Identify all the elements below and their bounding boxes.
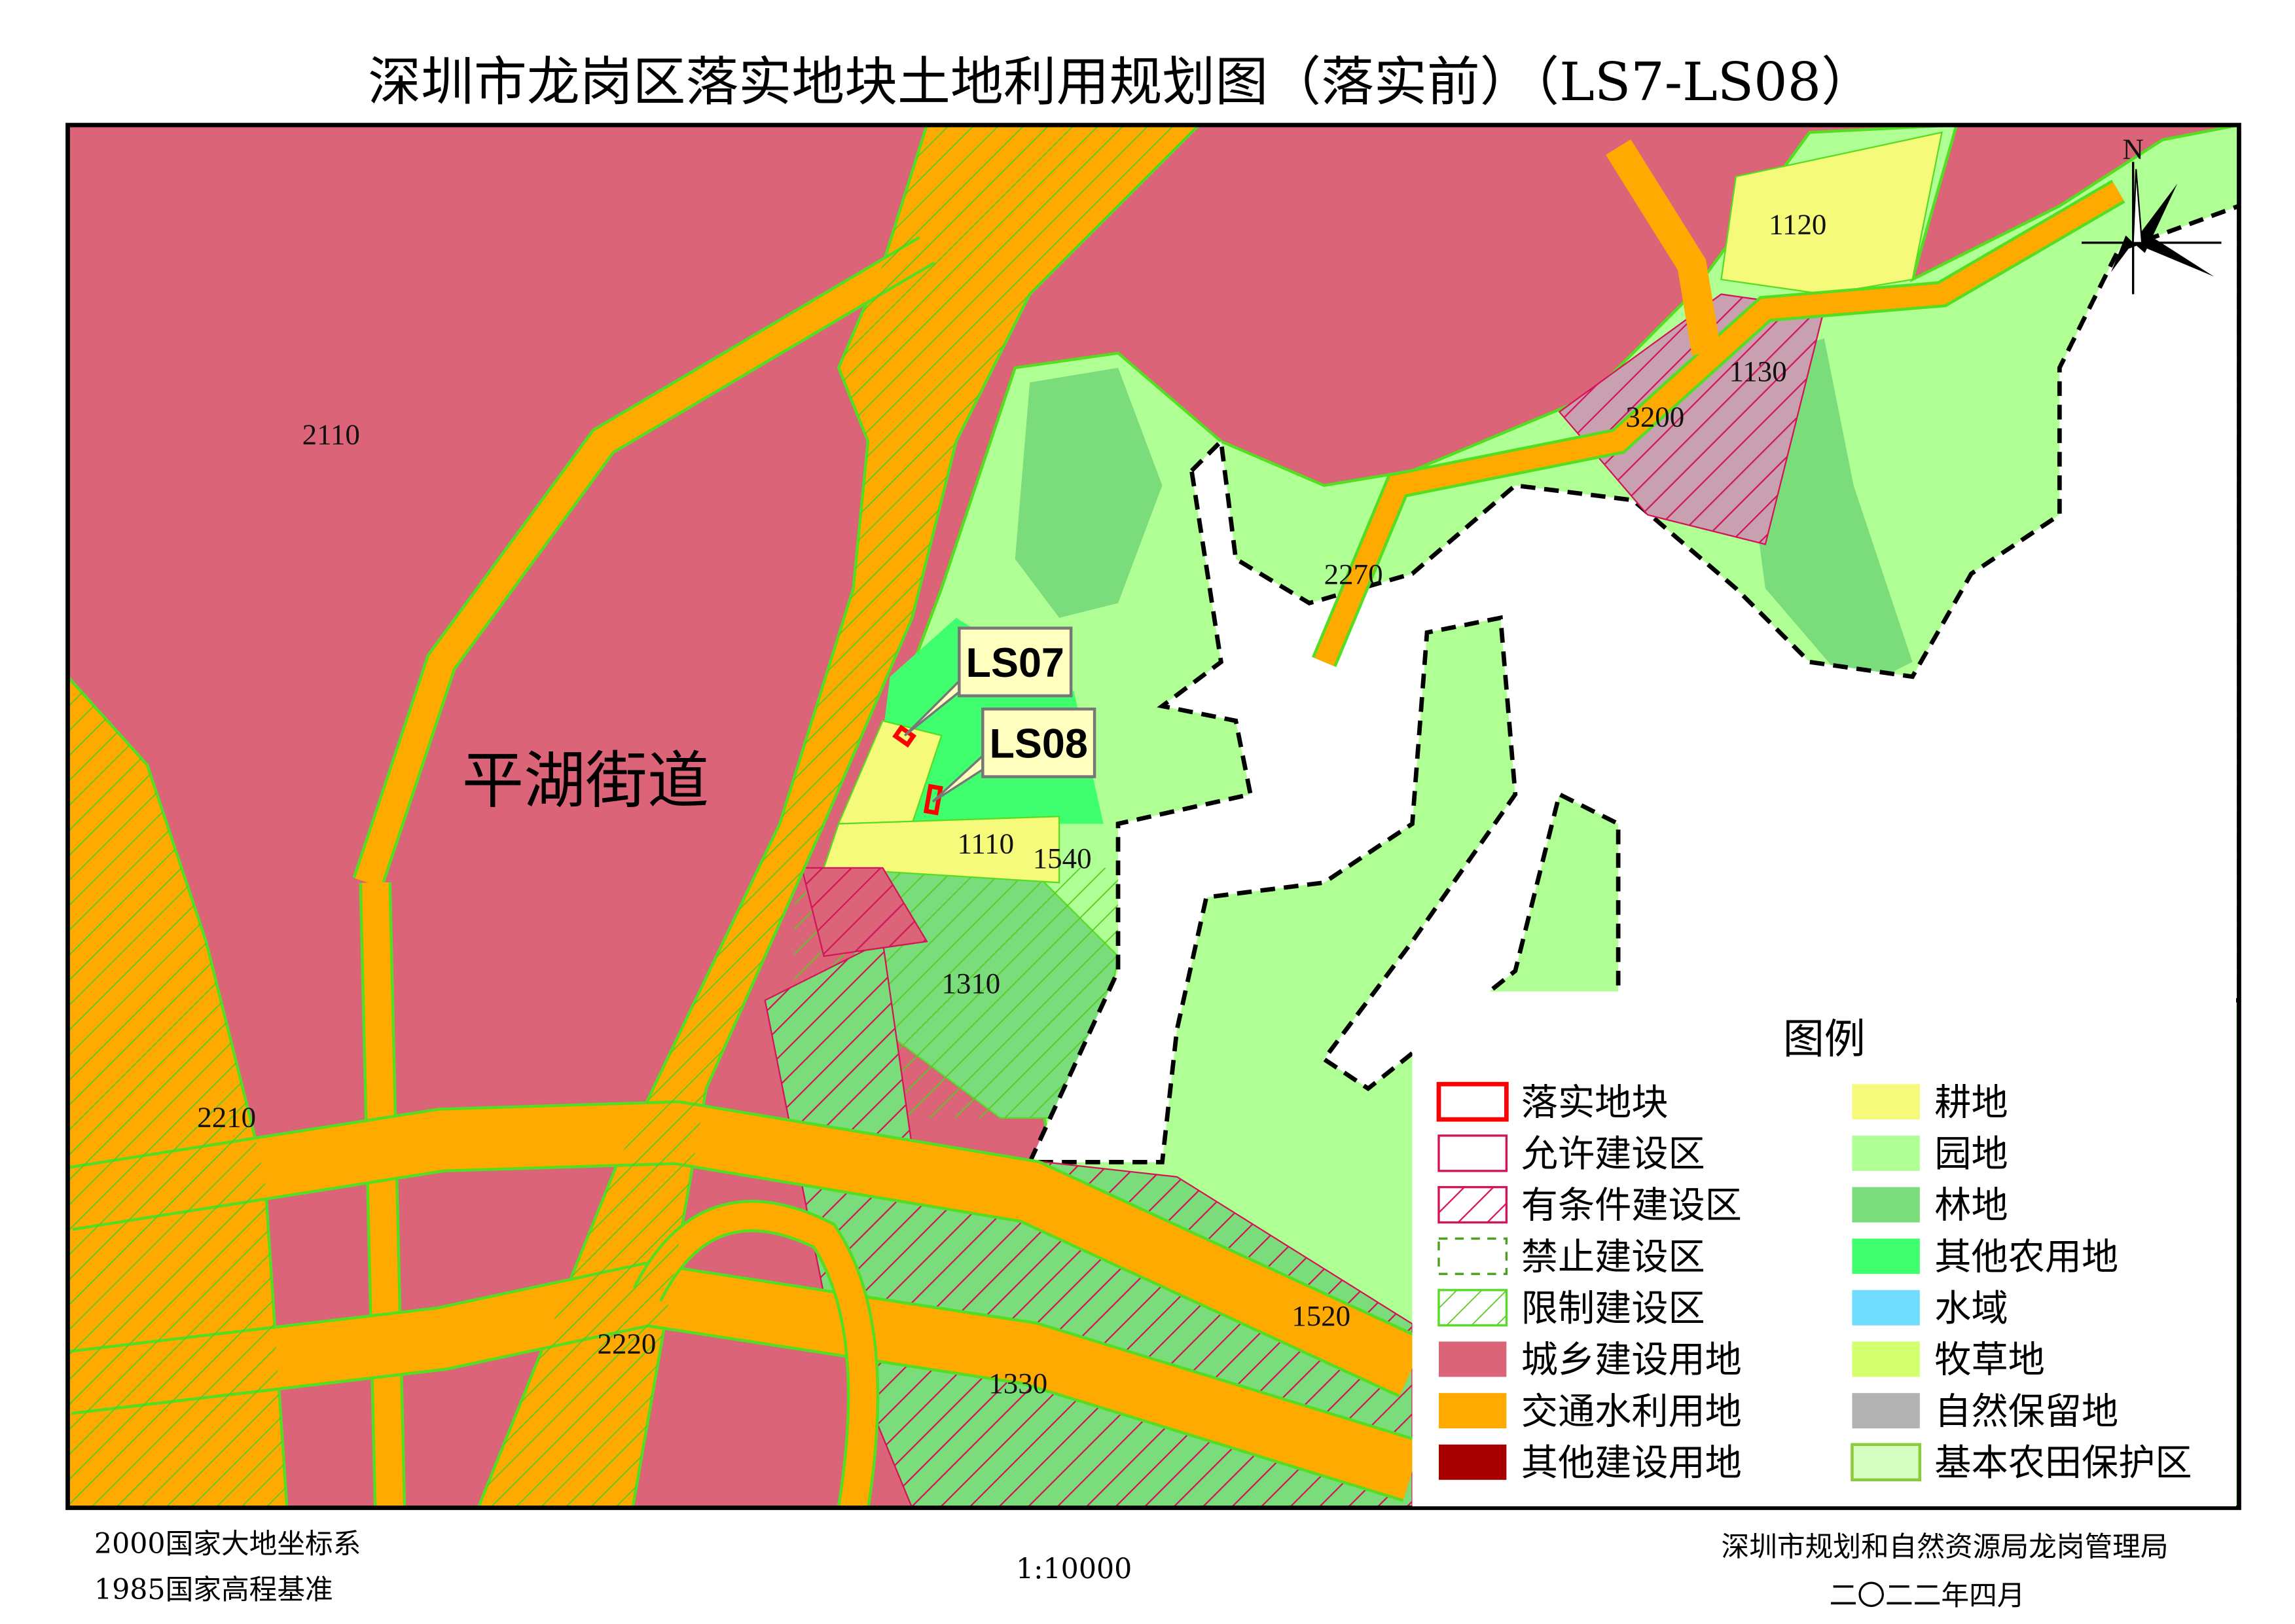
legend-item: 自然保留地 <box>1852 1390 2118 1433</box>
cultivated-land <box>1720 131 1943 295</box>
legend-label: 城乡建设用地 <box>1521 1339 1742 1382</box>
legend-swatch <box>1852 1084 1920 1120</box>
legend-label: 其他农用地 <box>1934 1236 2118 1278</box>
legend-item: 其他建设用地 <box>1438 1442 1742 1485</box>
coord-system: 2000国家大地坐标系 <box>94 1528 361 1561</box>
legend-label: 禁止建设区 <box>1521 1236 1705 1278</box>
parcel-code: 1120 <box>1769 208 1826 240</box>
legend-label: 其他建设用地 <box>1521 1442 1742 1485</box>
legend-label: 允许建设区 <box>1521 1133 1705 1176</box>
legend-swatch <box>1437 1185 1508 1224</box>
legend-item: 允许建设区 <box>1437 1133 1705 1176</box>
map-scale: 1:10000 <box>1016 1553 1132 1585</box>
parcel-ls08[interactable] <box>923 784 943 816</box>
agency-name: 深圳市规划和自然资源局龙岗管理局 <box>1722 1531 2169 1564</box>
legend-label: 限制建设区 <box>1521 1288 1705 1330</box>
legend-swatch <box>1438 1393 1507 1429</box>
parcel-code: 1520 <box>1292 1299 1350 1332</box>
unplanned-area <box>1026 204 2239 1164</box>
legend-swatch <box>1852 1135 1920 1171</box>
legend-item: 落实地块 <box>1436 1081 1669 1124</box>
legend-label: 自然保留地 <box>1934 1390 2118 1433</box>
legend-title: 图例 <box>1783 1015 1866 1063</box>
north-arrow-icon: N <box>2082 133 2222 295</box>
legend-item: 林地 <box>1852 1185 2008 1227</box>
legend-swatch <box>1852 1393 1920 1429</box>
legend-swatch <box>1437 1237 1508 1275</box>
legend-swatch <box>1436 1081 1509 1122</box>
legend-label: 有条件建设区 <box>1521 1185 1742 1227</box>
parcel-code: 2220 <box>598 1327 657 1360</box>
parcel-code: 1330 <box>988 1367 1047 1399</box>
legend-swatch <box>1852 1238 1920 1274</box>
callout-ls07[interactable]: LS07 <box>904 626 1073 736</box>
parcel-code: 2270 <box>1324 558 1383 590</box>
parcel-code: 2210 <box>197 1100 256 1133</box>
legend-label: 耕地 <box>1934 1081 2008 1124</box>
legend-item: 禁止建设区 <box>1437 1236 1705 1278</box>
legend-swatch <box>1438 1444 1507 1480</box>
legend-swatch <box>1852 1187 1920 1223</box>
legend-label: 落实地块 <box>1521 1081 1669 1124</box>
legend-item: 其他农用地 <box>1852 1236 2118 1278</box>
legend: 图例 落实地块允许建设区有条件建设区禁止建设区限制建设区城乡建设用地交通水利用地… <box>1412 991 2236 1507</box>
legend-swatch <box>1852 1290 1920 1326</box>
map-title: 深圳市龙岗区落实地块土地利用规划图（落实前）（LS7-LS08） <box>368 52 1874 113</box>
parcel-code: 1110 <box>958 827 1015 859</box>
legend-item: 耕地 <box>1852 1081 2008 1124</box>
legend-item: 城乡建设用地 <box>1438 1339 1742 1382</box>
map-date: 二〇二二年四月 <box>1830 1579 2025 1612</box>
height-datum: 1985国家高程基准 <box>94 1574 333 1606</box>
legend-item: 水域 <box>1852 1288 2008 1330</box>
district-label: 平湖街道 <box>462 745 710 817</box>
callout-label: LS08 <box>990 721 1088 767</box>
cultivated-land <box>823 816 1060 884</box>
parcel-code: 1310 <box>941 967 1000 1000</box>
legend-item: 有条件建设区 <box>1437 1185 1742 1227</box>
legend-swatch <box>1437 1289 1508 1327</box>
parcel-code: 1130 <box>1729 355 1787 388</box>
legend-item: 园地 <box>1852 1133 2008 1176</box>
callout-ls08[interactable]: LS08 <box>931 707 1096 803</box>
legend-swatch <box>1852 1341 1920 1377</box>
legend-item: 基本农田保护区 <box>1851 1442 2192 1485</box>
north-label: N <box>2122 133 2143 166</box>
parcel-code: 3200 <box>1625 401 1684 433</box>
map-frame <box>65 122 2241 1510</box>
legend-item: 限制建设区 <box>1437 1288 1705 1330</box>
legend-swatch <box>1438 1341 1507 1377</box>
forest-area <box>1015 367 1163 618</box>
legend-label: 交通水利用地 <box>1521 1390 1742 1433</box>
parcel-code: 1540 <box>1033 842 1092 875</box>
legend-label: 牧草地 <box>1934 1339 2045 1382</box>
legend-label: 水域 <box>1934 1288 2008 1330</box>
parcel-code: 2110 <box>302 418 360 451</box>
legend-swatch <box>1851 1443 1922 1482</box>
callout-label: LS07 <box>966 640 1064 686</box>
legend-label: 园地 <box>1934 1133 2008 1176</box>
legend-item: 牧草地 <box>1852 1339 2045 1382</box>
legend-item: 交通水利用地 <box>1438 1390 1742 1433</box>
legend-label: 林地 <box>1934 1185 2008 1227</box>
legend-swatch <box>1437 1134 1508 1172</box>
legend-label: 基本农田保护区 <box>1934 1442 2192 1485</box>
